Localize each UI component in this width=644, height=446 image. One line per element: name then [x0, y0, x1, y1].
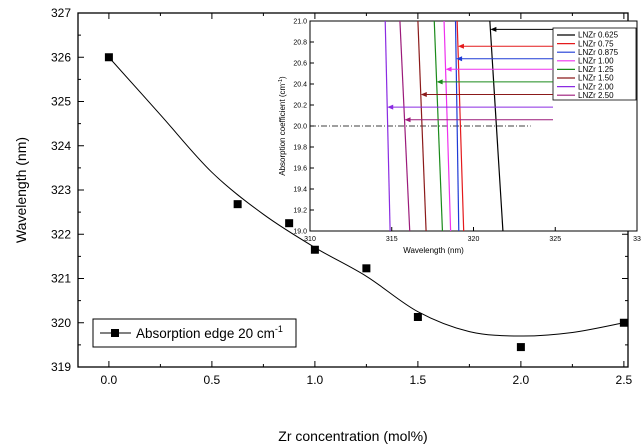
x-tick-label: 2.0 [513, 373, 530, 387]
inset-y-tick-label: 20.8 [293, 40, 307, 47]
inset-y-axis-label: Absorption coefficient (cm-1) [278, 76, 287, 176]
inset-y-tick-label: 21.0 [293, 19, 307, 26]
data-point [233, 200, 242, 209]
data-point [362, 264, 371, 273]
inset-arrow-head [456, 56, 463, 62]
inset-arrow-head [404, 117, 411, 123]
inset-y-tick-label: 19.8 [293, 145, 307, 152]
inset-x-tick-label: 320 [468, 236, 480, 243]
x-tick-label: 2.5 [616, 373, 633, 387]
inset-y-tick-label: 19.4 [293, 187, 307, 194]
x-tick-label: 0.5 [204, 373, 221, 387]
x-tick-label: 1.0 [307, 373, 324, 387]
fit-curve [108, 56, 624, 337]
data-point [310, 245, 319, 254]
y-tick-label: 321 [51, 272, 71, 286]
inset-x-tick-label: 310 [304, 236, 316, 243]
inset-series-line [417, 20, 427, 232]
y-tick-label: 324 [51, 139, 71, 153]
y-tick-label: 319 [51, 360, 71, 374]
inset-legend-label: LNZr 0.625 [578, 31, 619, 40]
inset-x-axis-label: Wavelength (nm) [403, 246, 464, 255]
inset-legend-label: LNZr 1.25 [578, 65, 614, 74]
inset-series-line [443, 20, 452, 232]
inset-chart: 310 315 320 325 33 19.0 19.2 19.4 19.6 19.8 20.0 20… [278, 19, 641, 256]
inset-legend-label: LNZr 2.00 [578, 82, 614, 91]
inset-series-line [399, 20, 411, 232]
inset-legend-label: LNZr 0.75 [578, 39, 614, 48]
inset-legend-label: LNZr 0.875 [578, 48, 619, 57]
inset-arrow-head [457, 43, 464, 49]
inset-y-tick-label: 20.2 [293, 103, 307, 110]
inset-arrow-head [436, 79, 443, 85]
x-axis-label: Zr concentration (mol%) [278, 428, 427, 444]
inset-legend-label: LNZr 1.00 [578, 57, 614, 66]
y-tick-label: 322 [51, 227, 71, 241]
data-point [413, 312, 422, 321]
inset-arrow-head [445, 66, 452, 72]
y-tick-label: 320 [51, 316, 71, 330]
inset-x-tick-label: 33 [633, 236, 641, 243]
inset-x-tick-label: 325 [549, 236, 561, 243]
legend-label: Absorption edge 20 cm-1 [136, 324, 283, 341]
inset-y-tick-label: 20.6 [293, 61, 307, 68]
inset-arrow-head [420, 92, 427, 97]
data-point [104, 53, 113, 62]
inset-legend-box [552, 27, 637, 101]
inset-arrow-head [387, 104, 394, 110]
inset-series-line [456, 20, 465, 232]
inset-legend-label: LNZr 2.50 [578, 91, 614, 100]
inset-y-tick-label: 20.4 [293, 82, 307, 89]
y-tick-label: 323 [51, 183, 71, 197]
inset-x-tick-label: 315 [386, 236, 398, 243]
x-tick-label: 1.5 [410, 373, 427, 387]
x-tick-label: 0.0 [101, 373, 118, 387]
inset-legend-label: LNZr 1.50 [578, 74, 614, 83]
inset-y-tick-label: 19.0 [293, 229, 307, 236]
y-tick-label: 327 [51, 6, 71, 20]
y-tick-label: 326 [51, 50, 71, 64]
y-axis-label: Wavelength (nm) [13, 137, 29, 243]
y-tick-label: 325 [51, 95, 71, 109]
data-point [619, 318, 628, 327]
inset-series-line [433, 20, 444, 232]
legend-marker [111, 329, 119, 337]
inset-y-tick-label: 19.2 [293, 208, 307, 215]
inset-arrow-head [490, 26, 497, 32]
inset-y-tick-label: 19.6 [293, 166, 307, 173]
inset-series-line [454, 20, 460, 232]
inset-series-line [489, 20, 504, 232]
data-point [285, 219, 294, 228]
inset-series-line [384, 20, 391, 232]
inset-y-tick-label: 20.0 [293, 124, 307, 131]
data-point [516, 343, 525, 352]
